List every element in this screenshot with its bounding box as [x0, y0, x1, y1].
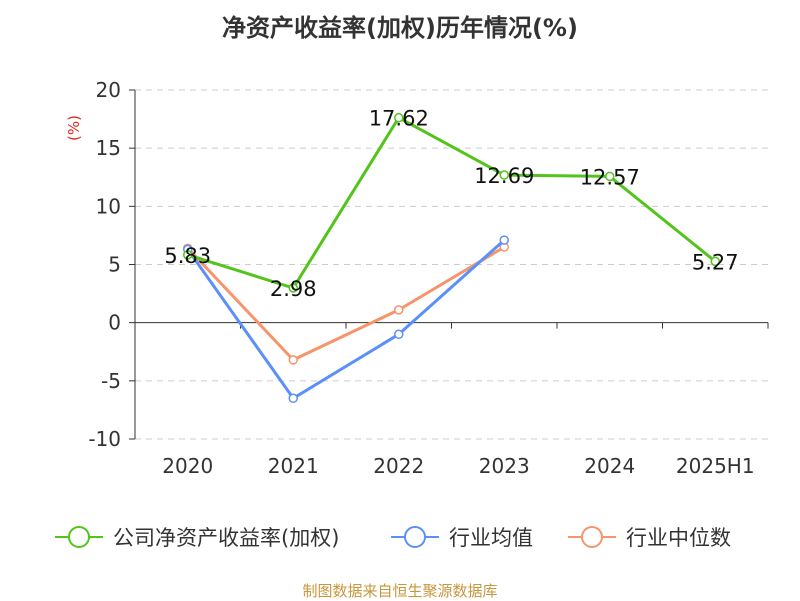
series-line — [186, 238, 506, 400]
y-axis-label: (%) — [65, 115, 83, 141]
data-point — [499, 170, 509, 180]
data-label: 5.27 — [692, 250, 739, 274]
source-note: 制图数据来自恒生聚源数据库 — [302, 582, 498, 600]
y-tick-label: 5 — [108, 253, 121, 277]
series-layer — [183, 112, 720, 404]
data-label: 12.57 — [580, 165, 640, 189]
x-tick-label: 2024 — [584, 454, 635, 478]
data-point — [605, 171, 615, 182]
series-line — [187, 116, 717, 290]
y-tick-label: 10 — [96, 194, 121, 218]
y-tick-label: 0 — [108, 311, 121, 335]
data-label: 2.98 — [270, 277, 317, 301]
data-label: 12.69 — [474, 164, 534, 188]
data-point — [394, 305, 404, 315]
legend: 公司净资产收益率(加权) 行业均值 行业中位数 — [55, 526, 731, 550]
data-labels: 5.83 2.98 17.62 12.69 12.57 5.27 — [164, 107, 738, 301]
chart-title: 净资产收益率(加权)历年情况(%) — [222, 14, 578, 42]
data-label: 5.83 — [164, 244, 211, 268]
x-tick-label: 2025H1 — [676, 454, 755, 478]
data-point — [710, 256, 720, 267]
y-tick-label: 15 — [96, 136, 121, 160]
data-point — [183, 250, 193, 260]
data-label: 17.62 — [369, 107, 429, 131]
series-line — [186, 245, 506, 362]
x-tick-label: 2022 — [373, 454, 424, 478]
legend-marker — [404, 526, 426, 548]
legend-label: 行业均值 — [449, 526, 533, 550]
legend-marker — [68, 526, 90, 548]
data-point — [288, 393, 298, 404]
y-tick-label: -10 — [88, 427, 121, 451]
legend-marker — [581, 526, 603, 548]
data-point — [394, 112, 404, 123]
y-tick-label: 20 — [96, 78, 121, 102]
y-tick-label: -5 — [101, 369, 121, 393]
data-point — [394, 329, 404, 340]
grid-lines — [135, 89, 768, 440]
legend-label: 公司净资产收益率(加权) — [113, 526, 339, 550]
x-tick-label: 2020 — [162, 454, 213, 478]
data-point — [288, 283, 298, 293]
data-point — [499, 235, 509, 245]
legend-label: 行业中位数 — [626, 526, 731, 550]
data-point — [288, 355, 298, 365]
x-tick-label: 2023 — [479, 454, 530, 478]
x-tick-label: 2021 — [268, 454, 319, 478]
